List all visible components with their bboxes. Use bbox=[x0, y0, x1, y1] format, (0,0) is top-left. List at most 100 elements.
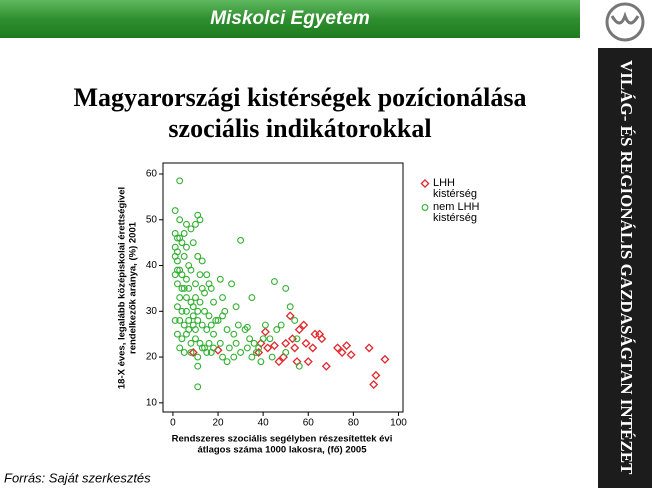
data-point bbox=[192, 280, 199, 288]
data-point bbox=[232, 303, 240, 311]
data-point bbox=[282, 349, 290, 356]
data-point bbox=[192, 326, 199, 334]
data-point bbox=[369, 380, 379, 390]
data-point bbox=[185, 326, 193, 334]
data-point bbox=[173, 266, 181, 274]
data-point bbox=[194, 383, 202, 391]
data-point bbox=[178, 335, 186, 343]
data-point bbox=[421, 204, 429, 211]
data-point bbox=[277, 321, 285, 329]
slide-title: Magyarországi kistérségek pozícionálása bbox=[73, 83, 526, 112]
data-point bbox=[346, 350, 356, 360]
sidebar bbox=[598, 48, 652, 488]
y-tick-label: 40 bbox=[146, 260, 158, 271]
data-point bbox=[194, 252, 202, 260]
y-tick-label: 10 bbox=[146, 397, 158, 408]
data-point bbox=[192, 335, 199, 343]
data-point bbox=[243, 323, 251, 331]
x-tick-label: 0 bbox=[170, 418, 176, 429]
data-point bbox=[254, 347, 264, 358]
data-point bbox=[180, 284, 188, 292]
data-point bbox=[194, 317, 202, 324]
data-point bbox=[337, 347, 347, 358]
data-point bbox=[183, 275, 190, 283]
data-point bbox=[225, 344, 233, 352]
y-axis-label: 18-X éves, legalább középiskolai érettsé… bbox=[117, 187, 128, 389]
plot-frame bbox=[162, 162, 404, 413]
data-point bbox=[290, 343, 300, 353]
data-point bbox=[188, 347, 198, 358]
data-point bbox=[210, 330, 217, 338]
legend-label: nem LHH kistérség bbox=[433, 201, 480, 224]
data-point bbox=[230, 330, 238, 338]
data-point bbox=[198, 344, 206, 352]
data-point bbox=[203, 349, 211, 356]
data-point bbox=[192, 220, 199, 228]
data-point bbox=[189, 239, 197, 247]
data-point bbox=[216, 275, 224, 283]
data-point bbox=[219, 353, 226, 361]
data-point bbox=[205, 312, 213, 320]
legend-item: nem LHH kistérség bbox=[420, 202, 497, 224]
x-tick-label: 100 bbox=[390, 418, 407, 429]
x-tick-label: 20 bbox=[212, 418, 224, 429]
legend-item: LHH kistérség bbox=[420, 178, 497, 200]
data-point bbox=[183, 294, 190, 302]
data-point bbox=[187, 349, 195, 356]
data-point bbox=[248, 294, 256, 302]
data-point bbox=[294, 325, 304, 335]
data-point bbox=[192, 294, 199, 302]
data-point bbox=[203, 326, 211, 334]
x-tick-label: 40 bbox=[258, 418, 270, 429]
data-point bbox=[194, 362, 202, 370]
data-point bbox=[252, 349, 260, 356]
data-point bbox=[213, 345, 223, 355]
data-point bbox=[176, 317, 184, 324]
x-axis-label: Rendszeres szociális segélyben részesíte… bbox=[172, 434, 393, 445]
data-point bbox=[187, 225, 195, 233]
data-point bbox=[205, 339, 213, 347]
data-point bbox=[223, 326, 231, 334]
data-point bbox=[308, 343, 318, 353]
data-point bbox=[293, 335, 301, 343]
data-point bbox=[194, 307, 202, 315]
data-point bbox=[176, 177, 184, 185]
data-point bbox=[257, 358, 265, 366]
x-axis-label: átlagos száma 1000 lakosra, (fő) 2005 bbox=[198, 445, 368, 456]
data-point bbox=[273, 326, 281, 334]
data-point bbox=[207, 284, 215, 292]
y-tick-label: 20 bbox=[146, 352, 158, 363]
data-point bbox=[230, 353, 238, 361]
logo bbox=[605, 2, 645, 42]
data-point bbox=[241, 326, 249, 334]
data-point bbox=[178, 284, 186, 292]
data-point bbox=[178, 307, 186, 315]
data-point bbox=[216, 339, 224, 347]
data-point bbox=[183, 307, 190, 315]
legend-swatch bbox=[421, 204, 429, 211]
data-point bbox=[207, 349, 215, 356]
data-point bbox=[364, 343, 374, 353]
legend: LHH kistérség nem LHH kistérség bbox=[420, 178, 497, 226]
data-point bbox=[201, 307, 208, 315]
data-point bbox=[203, 271, 211, 279]
legend-swatch bbox=[420, 178, 430, 189]
data-point bbox=[201, 289, 208, 297]
data-point bbox=[221, 307, 229, 315]
data-point bbox=[269, 341, 279, 351]
data-point bbox=[250, 339, 258, 347]
data-point bbox=[285, 311, 295, 321]
data-point bbox=[248, 353, 256, 361]
data-point bbox=[183, 220, 190, 228]
data-point bbox=[207, 321, 215, 329]
data-point bbox=[180, 230, 188, 237]
data-point bbox=[266, 335, 274, 343]
data-point bbox=[173, 303, 181, 311]
data-point bbox=[270, 278, 278, 285]
data-point bbox=[260, 327, 270, 337]
slide-title: szociális indikátorokkal bbox=[168, 114, 431, 143]
data-point bbox=[173, 234, 181, 242]
data-point bbox=[295, 362, 303, 370]
